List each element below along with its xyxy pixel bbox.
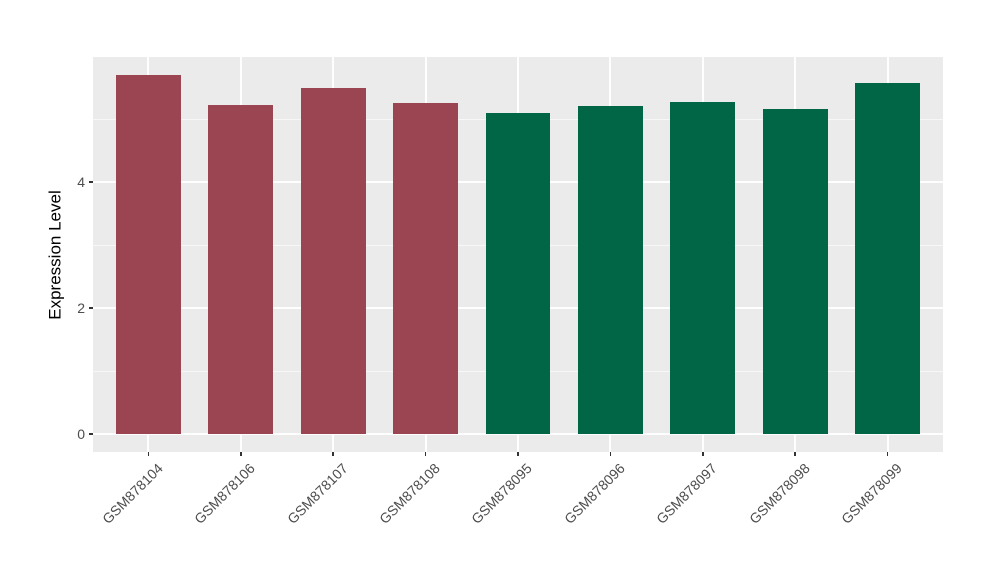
x-tick-label: GSM878097 [653,460,721,527]
bar-gsm878096 [578,105,643,435]
y-tick-label: 0 [77,426,85,443]
x-tick-label: GSM878099 [837,460,905,527]
major-gridline [93,433,943,436]
plot-panel [93,57,943,452]
x-tick-label: GSM878106 [191,460,259,527]
x-tick-label: GSM878095 [468,460,536,527]
bar-gsm878097 [670,102,736,435]
x-tick-label: GSM878098 [745,460,813,527]
x-tick-label: GSM878108 [376,460,443,527]
y-tick-mark [89,307,93,309]
x-tick-mark [240,452,242,456]
bar-gsm878107 [300,88,366,435]
x-tick-label: GSM878107 [283,460,351,527]
x-tick-mark [332,452,334,456]
x-tick-label: GSM878104 [98,460,166,527]
bar-gsm878099 [855,82,920,435]
y-tick-mark [89,433,93,435]
x-tick-mark [424,452,427,456]
x-tick-mark [517,452,519,456]
x-tick-mark [702,452,704,456]
bar-gsm878098 [762,108,828,435]
bar-gsm878104 [116,74,181,435]
x-tick-mark [147,452,150,456]
x-tick-mark [886,452,889,456]
bar-gsm878108 [393,102,458,435]
bar-gsm878095 [485,112,551,435]
y-axis-title-wrap: Expression Level [35,57,77,452]
y-tick-mark [89,181,93,183]
y-tick-label: 2 [77,300,85,317]
bar-gsm878106 [208,105,274,435]
x-tick-mark [794,452,796,456]
x-tick-label: GSM878096 [560,460,628,527]
y-tick-label: 4 [77,174,85,191]
x-tick-mark [609,452,612,456]
